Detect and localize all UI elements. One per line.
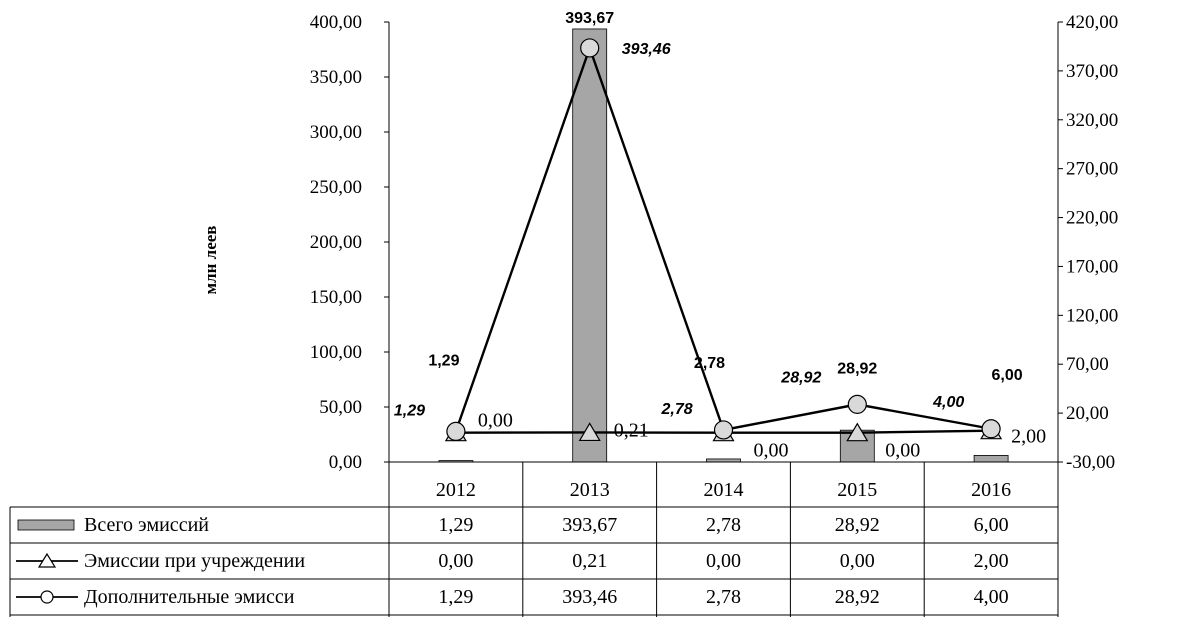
triangle-value-label: 0,21 [614,419,649,441]
table-cell: 2,78 [706,514,741,536]
left-tick-label: 350,00 [310,67,362,88]
point-circle-2015 [847,394,867,414]
legend-key-bar [17,519,75,531]
legend-label: Эмиссии при учреждении [84,550,305,572]
table-cell: 1,29 [438,514,473,536]
table-cell: 0,00 [706,550,741,572]
right-tick-label: 320,00 [1066,110,1118,131]
table-cell: 28,92 [835,586,880,608]
left-tick-label: 200,00 [310,232,362,253]
point-circle-2013 [580,38,600,58]
circle-value-label: 2,78 [661,401,693,418]
table-cell: 393,46 [562,586,617,608]
table-cell: 2,00 [974,550,1009,572]
bar-value-label: 28,92 [837,360,877,377]
left-tick-label: 400,00 [310,12,362,33]
right-tick-label: 70,00 [1066,354,1109,375]
x-tick-label: 2016 [971,479,1011,501]
line-additional-emissions [454,44,992,432]
bar-value-label: 1,29 [428,352,459,369]
circle-value-label: 1,29 [394,402,425,419]
left-tick-label: 150,00 [310,287,362,308]
legend-label: Всего эмиссий [84,514,209,536]
left-tick-label: 100,00 [310,342,362,363]
left-tick-label: 300,00 [310,122,362,143]
circle-value-label: 393,46 [622,41,671,58]
table-cell: 0,00 [438,550,473,572]
table-cell: 0,00 [840,550,875,572]
right-tick-label: 120,00 [1066,305,1118,326]
table-cell: 4,00 [974,586,1009,608]
right-tick-label: 20,00 [1066,403,1109,424]
table-cell: 393,67 [562,514,617,536]
legend-key-circle [40,590,54,604]
point-circle-2012 [446,421,466,442]
point-circle-2014 [713,420,734,440]
bar-value-label: 6,00 [992,367,1023,384]
table-cell: 2,78 [706,586,741,608]
point-triangle-2015 [846,422,869,442]
table-cell: 6,00 [974,514,1009,536]
right-tick-label: 220,00 [1066,208,1118,229]
table-cell: 0,21 [572,550,607,572]
right-tick-label: -30,00 [1066,452,1115,473]
x-tick-label: 2014 [704,479,744,501]
table-cell: 28,92 [835,514,880,536]
right-tick-label: 370,00 [1066,61,1118,82]
right-tick-label: 270,00 [1066,159,1118,180]
triangle-value-label: 0,00 [478,410,513,432]
point-circle-2016 [981,419,1001,439]
circle-value-label: 28,92 [780,369,821,386]
x-tick-label: 2012 [436,479,476,501]
x-tick-label: 2013 [570,479,610,501]
bar-2016 [973,454,1009,463]
bar-value-label: 2,78 [694,355,725,372]
left-tick-label: 0,00 [329,452,362,473]
legend-label: Дополнительные эмисси [84,586,295,608]
bar-2013 [572,28,608,463]
table-cell: 1,29 [438,586,473,608]
legend-key-triangle [37,552,57,568]
left-tick-label: 50,00 [319,397,362,418]
right-tick-label: 170,00 [1066,256,1118,277]
point-triangle-2013 [578,422,601,442]
triangle-value-label: 0,00 [885,440,920,462]
x-tick-label: 2015 [837,479,877,501]
left-tick-label: 250,00 [310,177,362,198]
circle-value-label: 4,00 [932,394,964,411]
triangle-value-label: 0,00 [754,440,789,462]
y-axis-label: млн леев [201,226,220,295]
right-tick-label: 420,00 [1066,12,1118,33]
bar-value-label: 393,67 [565,10,614,27]
triangle-value-label: 2,00 [1011,426,1046,448]
